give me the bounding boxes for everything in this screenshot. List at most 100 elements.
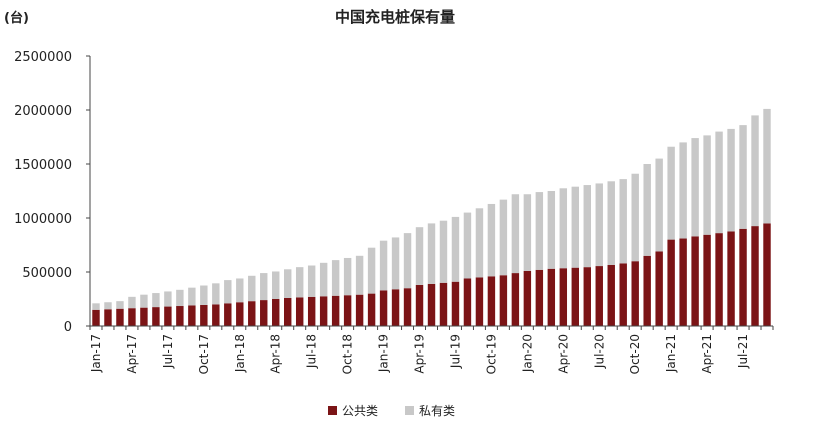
- bar-public: [631, 261, 639, 326]
- bar-private: [751, 115, 759, 227]
- bar-private: [403, 233, 412, 289]
- bar-private: [224, 280, 232, 304]
- bar-public: [715, 233, 723, 326]
- bar-private: [188, 287, 196, 306]
- bar-private: [475, 208, 484, 278]
- x-tick-label: Jul-21: [736, 334, 750, 369]
- bar-public: [667, 239, 675, 326]
- x-tick-label: Jan-19: [377, 334, 391, 373]
- bar-public: [92, 309, 100, 326]
- bar-private: [607, 181, 615, 265]
- bar-public: [331, 295, 340, 326]
- bar-private: [307, 265, 316, 297]
- bar-public: [403, 288, 412, 326]
- bar-private: [427, 223, 436, 284]
- bar-private: [523, 194, 532, 271]
- bar-private: [128, 296, 136, 309]
- bar-private: [571, 186, 579, 268]
- x-tick-label: Apr-18: [269, 334, 283, 374]
- unit-label: (台): [4, 10, 29, 26]
- x-tick-label: Jul-18: [305, 334, 319, 369]
- bar-private: [763, 108, 771, 224]
- legend: 公共类 私有类: [328, 404, 455, 418]
- bar-private: [487, 203, 496, 277]
- bar-private: [715, 131, 723, 234]
- bar-public: [212, 304, 220, 326]
- bar-public: [511, 273, 520, 326]
- bar-private: [284, 269, 292, 298]
- bar-private: [379, 240, 388, 291]
- legend-swatch-private: [405, 406, 414, 415]
- x-tick-label: Jul-20: [592, 334, 606, 369]
- bar-public: [619, 263, 627, 326]
- bar-public: [284, 297, 292, 326]
- bar-private: [535, 192, 544, 270]
- bar-public: [559, 268, 568, 326]
- bar-private: [643, 164, 651, 256]
- bar-public: [236, 302, 244, 326]
- bar-public: [104, 309, 112, 326]
- bar-public: [487, 276, 496, 326]
- bar-public: [248, 301, 256, 326]
- x-tick-label: Jan-21: [664, 334, 678, 373]
- bar-public: [355, 294, 364, 326]
- bar-private: [343, 257, 352, 296]
- bar-private: [463, 212, 472, 279]
- bar-private: [140, 294, 148, 308]
- bar-public: [295, 297, 304, 326]
- bar-private: [164, 291, 172, 307]
- bar-private: [619, 179, 627, 264]
- x-tick-label: Apr-20: [556, 334, 570, 374]
- bar-private: [319, 262, 328, 297]
- x-tick-label: Jan-18: [233, 334, 247, 373]
- bar-public: [224, 303, 232, 326]
- y-tick-label: 2000000: [14, 104, 72, 119]
- bar-private: [595, 183, 603, 267]
- bar-public: [451, 281, 460, 326]
- legend-label-public: 公共类: [342, 404, 378, 418]
- bar-public: [703, 234, 711, 326]
- bar-public: [523, 270, 532, 326]
- bar-private: [559, 188, 568, 269]
- bar-public: [415, 284, 424, 326]
- bar-public: [176, 306, 184, 326]
- x-tick-label: Jul-19: [448, 334, 462, 369]
- bar-private: [439, 220, 448, 283]
- y-tick-label: 0: [64, 320, 72, 335]
- chart-title: 中国充电桩保有量: [335, 8, 455, 26]
- bar-private: [212, 283, 220, 305]
- bar-public: [391, 289, 400, 326]
- x-tick-label: Jan-20: [520, 334, 534, 373]
- bar-public: [607, 264, 615, 326]
- bar-private: [200, 285, 208, 305]
- bar-public: [751, 226, 759, 326]
- bar-public: [367, 293, 376, 326]
- bar-public: [260, 300, 268, 326]
- bar-private: [511, 194, 520, 274]
- x-tick-label: Jan-17: [89, 334, 103, 373]
- bar-private: [547, 191, 556, 269]
- bar-private: [667, 146, 675, 240]
- bar-public: [535, 269, 544, 326]
- bar-public: [583, 267, 591, 326]
- bar-private: [272, 271, 280, 299]
- bar-public: [128, 308, 136, 326]
- bar-private: [295, 267, 304, 298]
- bar-public: [571, 267, 579, 326]
- y-tick-label: 1500000: [14, 158, 72, 173]
- bar-private: [451, 216, 460, 282]
- bar-private: [679, 142, 687, 239]
- bar-private: [260, 273, 268, 301]
- bar-public: [727, 231, 735, 326]
- bar-private: [391, 237, 400, 290]
- bar-public: [152, 307, 160, 326]
- bar-public: [319, 296, 328, 326]
- x-tick-label: Apr-17: [125, 334, 139, 374]
- bar-public: [116, 308, 124, 326]
- bar-public: [188, 305, 196, 326]
- bar-public: [427, 283, 436, 326]
- bar-private: [631, 173, 639, 262]
- y-tick-label: 500000: [22, 266, 72, 281]
- bar-private: [355, 255, 364, 295]
- bar-private: [367, 247, 376, 294]
